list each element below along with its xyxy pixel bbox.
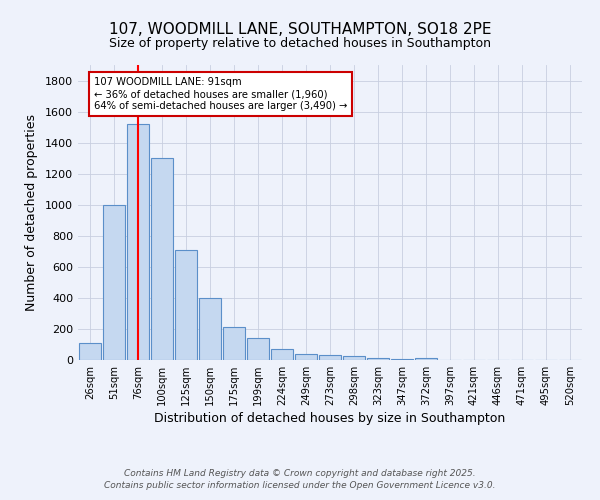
Bar [319, 354, 341, 360]
Bar [151, 158, 173, 360]
Bar [271, 349, 293, 360]
Text: 107 WOODMILL LANE: 91sqm
← 36% of detached houses are smaller (1,960)
64% of sem: 107 WOODMILL LANE: 91sqm ← 36% of detach… [94, 78, 347, 110]
Bar [343, 356, 365, 360]
Bar [199, 298, 221, 360]
Text: Contains HM Land Registry data © Crown copyright and database right 2025.
Contai: Contains HM Land Registry data © Crown c… [104, 468, 496, 490]
Bar [127, 124, 149, 360]
X-axis label: Distribution of detached houses by size in Southampton: Distribution of detached houses by size … [154, 412, 506, 425]
Y-axis label: Number of detached properties: Number of detached properties [25, 114, 38, 311]
Bar [295, 354, 317, 360]
Bar [223, 328, 245, 360]
Bar [247, 338, 269, 360]
Bar [175, 250, 197, 360]
Bar [391, 359, 413, 360]
Bar [103, 204, 125, 360]
Bar [415, 358, 437, 360]
Text: Size of property relative to detached houses in Southampton: Size of property relative to detached ho… [109, 38, 491, 51]
Text: 107, WOODMILL LANE, SOUTHAMPTON, SO18 2PE: 107, WOODMILL LANE, SOUTHAMPTON, SO18 2P… [109, 22, 491, 38]
Bar [367, 358, 389, 360]
Bar [79, 343, 101, 360]
